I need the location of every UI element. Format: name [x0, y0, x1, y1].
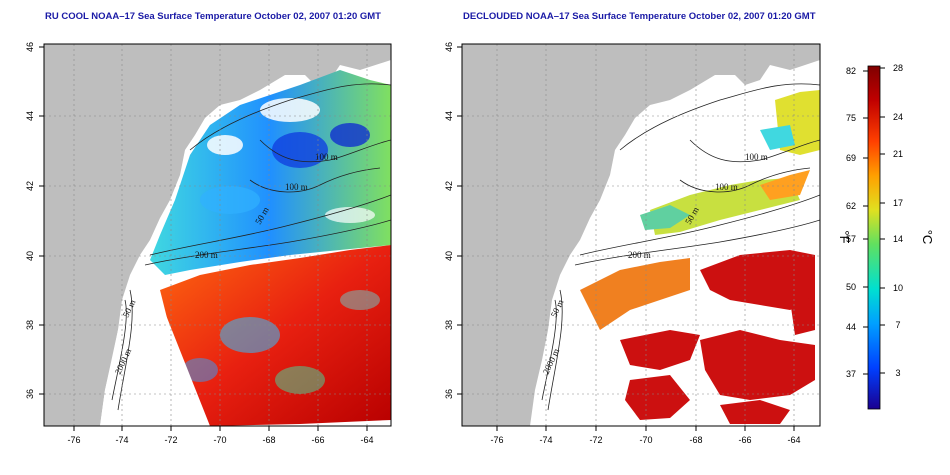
x-tick-label: -64 — [787, 435, 800, 445]
contour-label: 200 m — [195, 250, 218, 260]
y-tick-label: 40 — [25, 251, 35, 261]
celsius-tick-label: 14 — [893, 234, 903, 244]
right-sst-map: 100 m 100 m 50 m 200 m 50 m 2000 m — [462, 44, 820, 426]
celsius-tick-label: 28 — [893, 63, 903, 73]
x-tick-label: -68 — [262, 435, 275, 445]
fahrenheit-unit-label: °F — [837, 230, 852, 243]
y-ticks: 46 44 42 40 38 36 — [444, 42, 462, 399]
y-tick-label: 36 — [25, 389, 35, 399]
x-tick-label: -72 — [164, 435, 177, 445]
contour-label: 100 m — [285, 182, 308, 192]
x-tick-label: -76 — [490, 435, 503, 445]
x-tick-label: -64 — [360, 435, 373, 445]
fahrenheit-tick-label: 75 — [846, 113, 856, 123]
y-tick-label: 38 — [25, 320, 35, 330]
right-map-frame — [461, 43, 821, 427]
celsius-unit-label: °C — [920, 230, 935, 245]
celsius-tick-label: 7 — [895, 320, 900, 330]
left-map-title: RU COOL NOAA–17 Sea Surface Temperature … — [45, 11, 381, 22]
x-tick-label: -72 — [589, 435, 602, 445]
colorbar-gradient — [867, 65, 881, 410]
fahrenheit-ticks: 82 75 69 62 57 50 44 37 — [846, 66, 868, 379]
y-ticks: 46 44 42 40 38 36 — [25, 42, 44, 399]
x-tick-label: -66 — [738, 435, 751, 445]
celsius-tick-label: 21 — [893, 149, 903, 159]
x-tick-label: -68 — [689, 435, 702, 445]
fahrenheit-tick-label: 37 — [846, 369, 856, 379]
right-map-title: DECLOUDED NOAA–17 Sea Surface Temperatur… — [463, 11, 816, 22]
fahrenheit-tick-label: 62 — [846, 201, 856, 211]
celsius-ticks: 28 24 21 17 14 10 7 3 — [880, 63, 903, 378]
contour-label: 100 m — [715, 182, 738, 192]
celsius-tick-label: 17 — [893, 198, 903, 208]
fahrenheit-tick-label: 82 — [846, 66, 856, 76]
celsius-tick-label: 3 — [895, 368, 900, 378]
y-tick-label: 42 — [25, 181, 35, 191]
x-tick-label: -74 — [539, 435, 552, 445]
y-tick-label: 36 — [444, 389, 454, 399]
fahrenheit-tick-label: 57 — [846, 234, 856, 244]
y-tick-label: 46 — [444, 42, 454, 52]
y-tick-label: 42 — [444, 181, 454, 191]
celsius-tick-label: 24 — [893, 112, 903, 122]
contour-label: 100 m — [315, 152, 338, 162]
warm-sst-patches — [620, 250, 815, 424]
x-tick-label: -70 — [213, 435, 226, 445]
warm-sst-region — [580, 258, 690, 330]
x-tick-label: -76 — [67, 435, 80, 445]
left-sst-map: 100 m 100 m 50 m 200 m 50 m 2000 m — [44, 44, 391, 426]
land-mass — [462, 44, 820, 426]
y-tick-label: 44 — [25, 111, 35, 121]
x-tick-label: -66 — [311, 435, 324, 445]
y-tick-label: 38 — [444, 320, 454, 330]
fahrenheit-tick-label: 50 — [846, 282, 856, 292]
y-tick-label: 44 — [444, 111, 454, 121]
x-tick-label: -74 — [115, 435, 128, 445]
x-ticks: -76 -74 -72 -70 -68 -66 -64 — [490, 426, 801, 445]
celsius-tick-label: 10 — [893, 283, 903, 293]
cool-sst-region — [150, 70, 391, 275]
y-tick-label: 40 — [444, 251, 454, 261]
left-map-frame — [43, 43, 392, 427]
temperature-colorbar: 82 75 69 62 57 50 44 37 28 24 21 17 14 1… — [837, 63, 935, 410]
y-tick-label: 46 — [25, 42, 35, 52]
fahrenheit-tick-label: 69 — [846, 153, 856, 163]
land-mass — [44, 44, 391, 426]
fahrenheit-tick-label: 44 — [846, 322, 856, 332]
contour-label: 200 m — [628, 250, 651, 260]
x-ticks: -76 -74 -72 -70 -68 -66 -64 — [67, 426, 374, 445]
x-tick-label: -70 — [639, 435, 652, 445]
cool-sst-region — [650, 178, 800, 235]
contour-label: 100 m — [745, 152, 768, 162]
